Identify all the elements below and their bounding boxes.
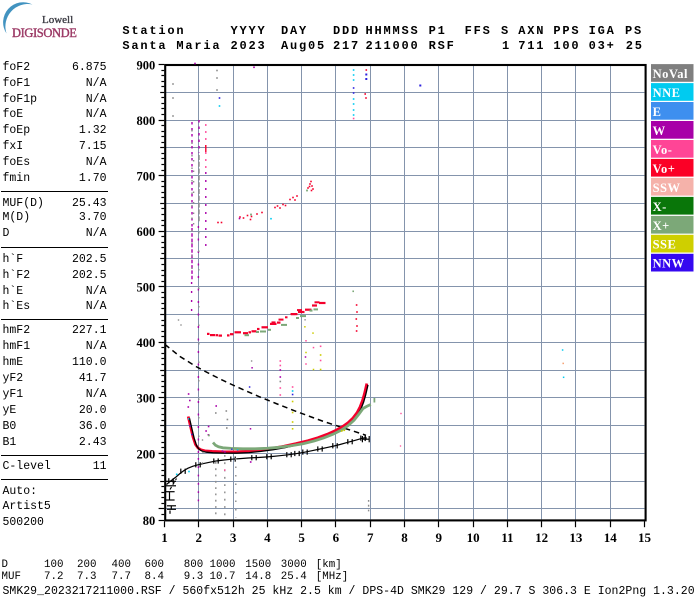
svg-text:NNE: NNE <box>653 86 681 100</box>
svg-text:4: 4 <box>264 530 271 545</box>
svg-text:1: 1 <box>161 530 168 545</box>
svg-text:Vo+: Vo+ <box>653 162 676 176</box>
svg-text:200: 200 <box>136 447 155 461</box>
svg-text:7: 7 <box>367 530 374 545</box>
svg-text:2: 2 <box>196 530 203 545</box>
svg-text:900: 900 <box>136 58 155 72</box>
svg-text:E: E <box>653 105 662 119</box>
svg-text:600: 600 <box>136 225 155 239</box>
svg-text:6: 6 <box>333 530 340 545</box>
svg-text:SSW: SSW <box>653 181 681 195</box>
svg-text:500: 500 <box>136 281 155 295</box>
svg-text:X+: X+ <box>653 219 670 233</box>
svg-text:8: 8 <box>401 530 408 545</box>
svg-text:NNW: NNW <box>653 257 685 271</box>
svg-text:10: 10 <box>467 530 480 545</box>
svg-text:9: 9 <box>436 530 443 545</box>
svg-text:Vo-: Vo- <box>653 143 673 157</box>
svg-text:SSE: SSE <box>653 238 677 252</box>
svg-text:NoVal: NoVal <box>653 67 688 81</box>
svg-text:300: 300 <box>136 392 155 406</box>
svg-text:11: 11 <box>501 530 513 545</box>
svg-text:15: 15 <box>638 530 652 545</box>
svg-text:3: 3 <box>230 530 237 545</box>
svg-text:700: 700 <box>136 170 155 184</box>
svg-text:80: 80 <box>143 514 156 528</box>
svg-text:14: 14 <box>604 530 618 545</box>
svg-text:5: 5 <box>298 530 305 545</box>
svg-text:400: 400 <box>136 336 155 350</box>
svg-text:X-: X- <box>653 200 667 214</box>
svg-text:W: W <box>653 124 666 138</box>
svg-text:800: 800 <box>136 114 155 128</box>
svg-text:12: 12 <box>535 530 548 545</box>
svg-text:13: 13 <box>569 530 583 545</box>
